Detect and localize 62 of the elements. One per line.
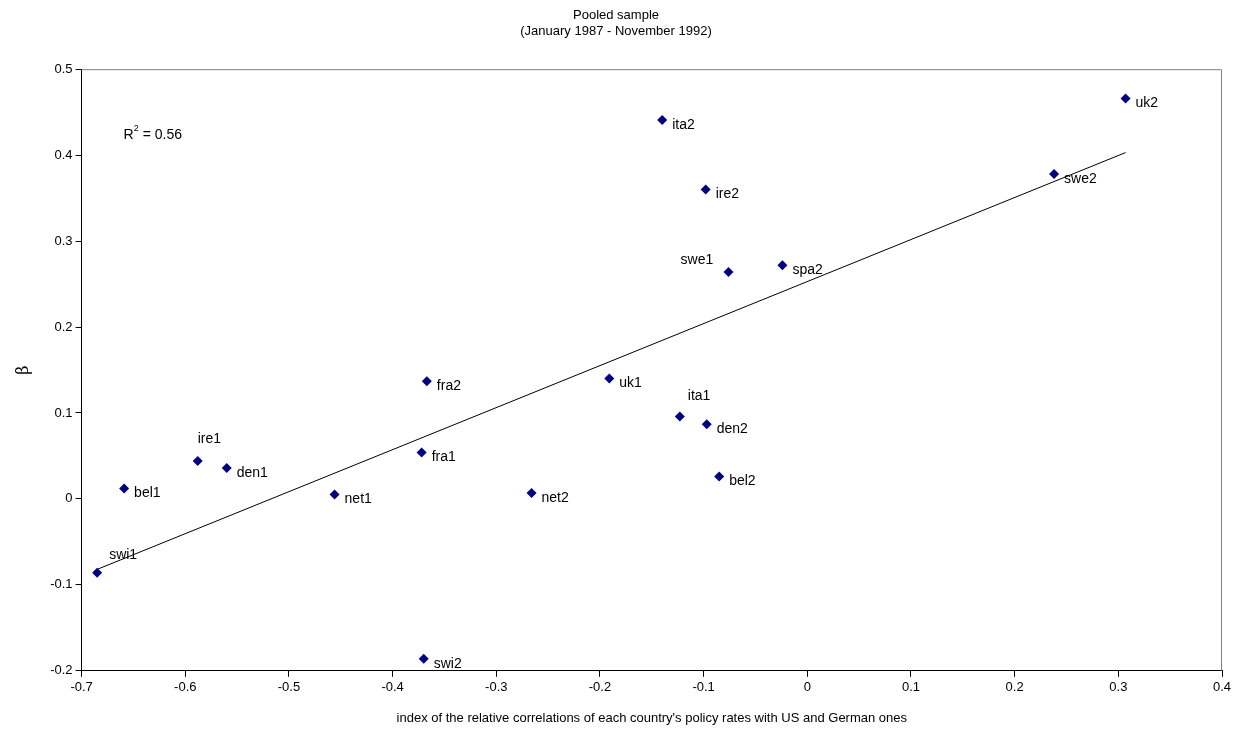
point <box>192 456 203 467</box>
annotation: fra2 <box>436 377 462 394</box>
chart-title: Pooled sample <box>573 7 659 23</box>
y-tick-label: -0.2 <box>50 662 73 678</box>
point <box>604 373 615 384</box>
annotation: swi1 <box>109 545 138 562</box>
annotation: uk1 <box>619 374 643 391</box>
point <box>674 411 685 422</box>
chart-subtitle: (January 1987 - November 1992) <box>520 22 712 38</box>
x-tick-label: -0.4 <box>381 679 404 695</box>
x-tick-label: 0.1 <box>901 679 921 695</box>
point <box>714 471 725 482</box>
x-tick-label: -0.7 <box>70 679 93 695</box>
annotation: net2 <box>541 488 569 505</box>
annotation: uk2 <box>1135 94 1159 111</box>
y-axis-title: β <box>12 365 32 375</box>
point <box>221 462 232 473</box>
y-tick-label: -0.1 <box>50 576 73 592</box>
annotation: bel1 <box>134 484 161 501</box>
x-tick-label: 0 <box>803 679 811 695</box>
point <box>657 114 668 125</box>
y-tick-label: 0.1 <box>54 404 73 420</box>
x-tick-label: -0.3 <box>485 679 508 695</box>
annotation: swe1 <box>680 250 714 267</box>
annotation: swi2 <box>433 654 462 671</box>
annotation: bel2 <box>729 472 756 489</box>
point <box>1120 93 1131 104</box>
annotation: ita1 <box>687 387 711 404</box>
y-tick-label: 0.4 <box>54 146 73 162</box>
x-tick-label: -0.2 <box>588 679 612 695</box>
x-tick-label: 0.2 <box>1005 679 1024 695</box>
annotation: den1 <box>236 463 269 480</box>
x-tick-label: -0.1 <box>692 679 715 695</box>
point <box>701 419 712 430</box>
annotation: fra1 <box>431 448 456 465</box>
point <box>777 260 788 271</box>
x-tick-label: -0.6 <box>174 679 197 695</box>
x-tick-label: 0.4 <box>1212 679 1232 695</box>
point <box>329 489 340 500</box>
point <box>421 376 432 387</box>
annotation: ita2 <box>672 115 695 132</box>
y-tick-label: 0.3 <box>54 232 73 248</box>
point <box>526 487 537 498</box>
y-tick-label: 0.2 <box>54 318 73 334</box>
x-tick-label: 0.3 <box>1109 679 1128 695</box>
point <box>700 184 711 195</box>
y-tick-label: 0 <box>65 490 73 506</box>
y-tick-label: 0.5 <box>54 60 73 76</box>
annotation: swe2 <box>1064 169 1097 186</box>
annotation: net1 <box>344 490 373 507</box>
annotation: spa2 <box>792 261 823 278</box>
annotation: den2 <box>716 420 749 436</box>
point <box>416 447 427 458</box>
point <box>418 653 429 664</box>
point <box>1049 169 1060 180</box>
annotation: ire1 <box>197 429 222 446</box>
point <box>723 267 734 278</box>
annotation: ire2 <box>715 185 740 202</box>
x-tick-label: -0.5 <box>277 679 301 695</box>
point <box>119 483 130 494</box>
point <box>92 567 103 578</box>
x-axis-title: index of the relative correlations of each country's policy rates with US and German ones <box>396 709 908 725</box>
